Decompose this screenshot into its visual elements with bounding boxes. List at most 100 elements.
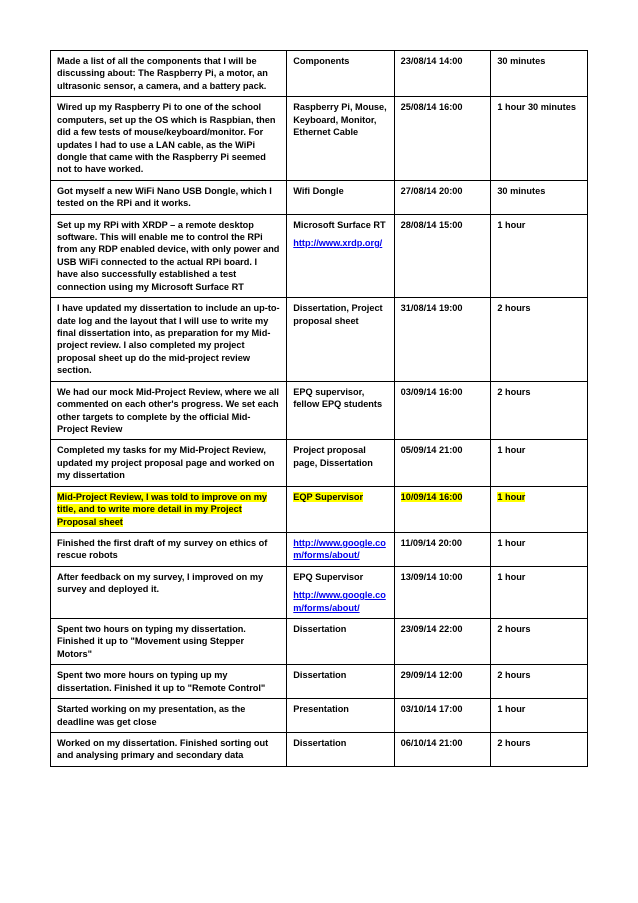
duration-text: 1 hour [497, 492, 525, 502]
resources-cell: Project proposal page, Dissertation [287, 440, 394, 486]
datetime-text: 28/08/14 15:00 [401, 220, 463, 230]
resource-text: Project proposal page, Dissertation [293, 445, 373, 467]
datetime-text: 03/09/14 16:00 [401, 387, 463, 397]
datetime-text: 11/09/14 20:00 [401, 538, 462, 548]
table-row: Worked on my dissertation. Finished sort… [51, 732, 588, 766]
datetime-text: 27/08/14 20:00 [401, 186, 463, 196]
description-cell: Made a list of all the components that I… [51, 51, 287, 97]
resource-text: Dissertation [293, 738, 346, 748]
resources-cell: Presentation [287, 699, 394, 733]
datetime-cell: 25/08/14 16:00 [394, 97, 491, 181]
description-cell: Wired up my Raspberry Pi to one of the s… [51, 97, 287, 181]
resource-text: EPQ Supervisor [293, 572, 363, 582]
resource-link[interactable]: http://www.google.com/forms/about/ [293, 590, 386, 612]
resources-cell: Dissertation [287, 732, 394, 766]
table-row: Wired up my Raspberry Pi to one of the s… [51, 97, 588, 181]
duration-text: 2 hours [497, 738, 530, 748]
resource-link[interactable]: http://www.google.com/forms/about/ [293, 538, 386, 560]
table-row: Set up my RPi with XRDP – a remote deskt… [51, 214, 588, 298]
description-cell: Spent two more hours on typing up my dis… [51, 665, 287, 699]
description-cell: Got myself a new WiFi Nano USB Dongle, w… [51, 180, 287, 214]
description-cell: Set up my RPi with XRDP – a remote deskt… [51, 214, 287, 298]
duration-cell: 2 hours [491, 298, 588, 382]
description-cell: Finished the first draft of my survey on… [51, 532, 287, 566]
description-cell: Completed my tasks for my Mid-Project Re… [51, 440, 287, 486]
duration-cell: 1 hour [491, 566, 588, 618]
datetime-text: 31/08/14 19:00 [401, 303, 463, 313]
resource-text: Components [293, 56, 349, 66]
datetime-text: 06/10/14 21:00 [401, 738, 463, 748]
duration-text: 1 hour [497, 538, 525, 548]
duration-cell: 1 hour 30 minutes [491, 97, 588, 181]
datetime-text: 03/10/14 17:00 [401, 704, 463, 714]
resource-text: Wifi Dongle [293, 186, 343, 196]
resource-text: EQP Supervisor [293, 492, 363, 502]
table-row: We had our mock Mid-Project Review, wher… [51, 381, 588, 440]
duration-text: 1 hour 30 minutes [497, 102, 576, 112]
description-cell: After feedback on my survey, I improved … [51, 566, 287, 618]
table-row: Got myself a new WiFi Nano USB Dongle, w… [51, 180, 588, 214]
datetime-cell: 06/10/14 21:00 [394, 732, 491, 766]
table-row: Finished the first draft of my survey on… [51, 532, 588, 566]
duration-text: 2 hours [497, 624, 530, 634]
datetime-text: 10/09/14 16:00 [401, 492, 463, 502]
table-row: Spent two more hours on typing up my dis… [51, 665, 588, 699]
resource-text: EPQ supervisor, fellow EPQ students [293, 387, 382, 409]
resource-text: Microsoft Surface RT [293, 220, 385, 230]
duration-cell: 1 hour [491, 532, 588, 566]
duration-text: 1 hour [497, 445, 525, 455]
resources-cell: EPQ supervisor, fellow EPQ students [287, 381, 394, 440]
table-row: I have updated my dissertation to includ… [51, 298, 588, 382]
datetime-cell: 31/08/14 19:00 [394, 298, 491, 382]
resources-cell: EPQ Supervisor http://www.google.com/form… [287, 566, 394, 618]
datetime-cell: 13/09/14 10:00 [394, 566, 491, 618]
resources-cell: Dissertation, Project proposal sheet [287, 298, 394, 382]
table-body: Made a list of all the components that I… [51, 51, 588, 767]
resources-cell: Microsoft Surface RT http://www.xrdp.org/ [287, 214, 394, 298]
table-row: Completed my tasks for my Mid-Project Re… [51, 440, 588, 486]
resource-link[interactable]: http://www.xrdp.org/ [293, 238, 382, 248]
activity-log-table: Made a list of all the components that I… [50, 50, 588, 767]
resources-cell: Raspberry Pi, Mouse, Keyboard, Monitor, … [287, 97, 394, 181]
datetime-text: 23/09/14 22:00 [401, 624, 463, 634]
table-row: Made a list of all the components that I… [51, 51, 588, 97]
duration-text: 1 hour [497, 572, 525, 582]
datetime-cell: 23/08/14 14:00 [394, 51, 491, 97]
resource-text: Presentation [293, 704, 349, 714]
datetime-cell: 10/09/14 16:00 [394, 486, 491, 532]
table-row: After feedback on my survey, I improved … [51, 566, 588, 618]
resource-text: Dissertation [293, 670, 346, 680]
description-cell: Started working on my presentation, as t… [51, 699, 287, 733]
datetime-cell: 23/09/14 22:00 [394, 619, 491, 665]
datetime-text: 05/09/14 21:00 [401, 445, 463, 455]
datetime-text: 23/08/14 14:00 [401, 56, 463, 66]
datetime-cell: 29/09/14 12:00 [394, 665, 491, 699]
resources-cell: Components [287, 51, 394, 97]
description-cell: Spent two hours on typing my dissertatio… [51, 619, 287, 665]
resource-text: Raspberry Pi, Mouse, Keyboard, Monitor, … [293, 102, 386, 137]
duration-cell: 2 hours [491, 381, 588, 440]
resources-cell: EQP Supervisor [287, 486, 394, 532]
datetime-cell: 03/09/14 16:00 [394, 381, 491, 440]
highlighted-text: Mid-Project Review, I was told to improv… [57, 492, 267, 527]
description-cell: Worked on my dissertation. Finished sort… [51, 732, 287, 766]
description-cell: We had our mock Mid-Project Review, wher… [51, 381, 287, 440]
table-row: Started working on my presentation, as t… [51, 699, 588, 733]
duration-cell: 1 hour [491, 214, 588, 298]
table-row: Mid-Project Review, I was told to improv… [51, 486, 588, 532]
duration-text: 30 minutes [497, 56, 545, 66]
resources-cell: Wifi Dongle [287, 180, 394, 214]
datetime-cell: 28/08/14 15:00 [394, 214, 491, 298]
datetime-text: 25/08/14 16:00 [401, 102, 463, 112]
datetime-text: 13/09/14 10:00 [401, 572, 463, 582]
duration-text: 2 hours [497, 303, 530, 313]
duration-cell: 30 minutes [491, 180, 588, 214]
duration-cell: 1 hour [491, 440, 588, 486]
resource-text: Dissertation [293, 624, 346, 634]
table-row: Spent two hours on typing my dissertatio… [51, 619, 588, 665]
datetime-cell: 27/08/14 20:00 [394, 180, 491, 214]
datetime-cell: 11/09/14 20:00 [394, 532, 491, 566]
datetime-cell: 05/09/14 21:00 [394, 440, 491, 486]
duration-cell: 2 hours [491, 732, 588, 766]
description-cell: I have updated my dissertation to includ… [51, 298, 287, 382]
